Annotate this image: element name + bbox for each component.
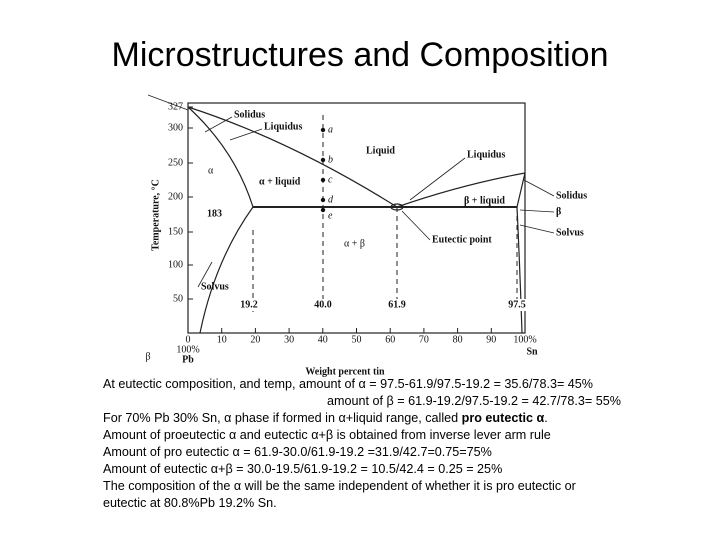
state-point (320, 127, 326, 133)
end-label: Sn (526, 346, 538, 357)
x-tick-label: 80 (453, 334, 463, 345)
region-label: β (556, 206, 561, 217)
point-label: c (328, 174, 333, 185)
phase-symbol: β (145, 351, 150, 362)
y-tick-label: 100 (168, 259, 183, 270)
leader (197, 261, 213, 288)
point-label: b (328, 154, 333, 165)
body-line: At eutectic composition, and temp, amoun… (103, 377, 594, 391)
end-label: 100% (176, 344, 199, 355)
body-line: Amount of proeutectic α and eutectic α+β… (103, 428, 551, 442)
state-point (320, 207, 326, 213)
leader (519, 224, 555, 234)
x-tick-label: 100% (513, 334, 536, 345)
phase-diagram: 327 300 250 200 150 100 50 0 10 20 30 40 50 60 70 80 90 1… (145, 94, 587, 377)
axis-label: Weight percent tin (305, 366, 385, 377)
solidus-line (516, 172, 526, 208)
region-label: Solvus (201, 281, 229, 292)
x-tick-label: 20 (250, 334, 260, 345)
emphasis: pro eutectic α (461, 411, 545, 425)
y-tick-label: 150 (168, 226, 183, 237)
y-tick-label: 327 (168, 101, 183, 112)
solidus-line (187, 106, 254, 208)
x-tick-label: 10 (217, 334, 227, 345)
text-run: For 70% Pb 30% Sn, α phase if formed in … (103, 411, 462, 425)
liquidus-line (187, 106, 398, 208)
point-label: d (328, 194, 334, 205)
body-line: eutectic at 80.8%Pb 19.2% Sn. (103, 496, 277, 510)
region-label: Liquidus (264, 121, 302, 132)
region-label: β + liquid (464, 195, 505, 206)
body-line: amount of β = 61.9-19.2/97.5-19.2 = 42.7… (327, 394, 621, 408)
x-tick-label: 90 (486, 334, 496, 345)
slide-title: Microstructures and Composition (111, 36, 609, 74)
point-label: e (328, 210, 333, 221)
eutectic-point (390, 203, 404, 211)
end-label: Pb (182, 354, 194, 365)
region-label: α + β (344, 238, 365, 249)
region-label: α + liquid (259, 176, 301, 187)
region-label: Solvus (556, 227, 584, 238)
body-line: Amount of pro eutectic α = 61.9-30.0/61.… (103, 445, 492, 459)
plot-frame (187, 102, 526, 334)
label-bg (386, 299, 408, 311)
y-tick-label: 200 (168, 191, 183, 202)
leader (401, 210, 431, 241)
leader (229, 128, 263, 141)
axis-label: Temperature, °C (150, 179, 161, 251)
composition-label: 40.0 (314, 299, 332, 310)
y-tick-label: 300 (168, 122, 183, 133)
leader (204, 116, 233, 133)
region-label: Liquidus (467, 149, 505, 160)
x-tick-label: 50 (352, 334, 362, 345)
x-tick-label: 70 (419, 334, 429, 345)
text-run: . (544, 411, 548, 425)
region-label: Solidus (234, 109, 265, 120)
leader (147, 94, 189, 111)
label-bg (312, 299, 334, 311)
region-label: Liquid (366, 145, 395, 156)
x-tick-label: 0 (186, 334, 191, 345)
body-line: For 70% Pb 30% Sn, α phase if formed in … (103, 411, 548, 425)
leader (519, 209, 555, 213)
composition-label: 19.2 (240, 299, 258, 310)
y-tick-label: 250 (168, 157, 183, 168)
x-tick-label: 60 (385, 334, 395, 345)
body-line: Amount of eutectic α+β = 30.0-19.5/61.9-… (103, 462, 503, 476)
region-label: Eutectic point (432, 234, 492, 245)
composition-label: 61.9 (388, 299, 406, 310)
label-bg (238, 299, 260, 311)
liquidus-line (396, 172, 526, 208)
label-bg (506, 299, 528, 311)
temperature-label: 183 (207, 208, 222, 219)
leader (523, 179, 555, 197)
point-label: a (328, 124, 333, 135)
x-tick-label: 40 (318, 334, 328, 345)
solvus-line (199, 206, 254, 334)
region-label: α (208, 165, 214, 176)
solvus-line (516, 206, 523, 334)
leader (409, 157, 466, 201)
region-label: Solidus (556, 190, 587, 201)
state-point (320, 177, 326, 183)
body-line: The composition of the α will be the sam… (103, 479, 576, 493)
composition-label: 97.5 (508, 299, 526, 310)
y-tick-label: 50 (173, 293, 183, 304)
state-point (320, 157, 326, 163)
state-point (320, 197, 326, 203)
x-tick-label: 30 (284, 334, 294, 345)
